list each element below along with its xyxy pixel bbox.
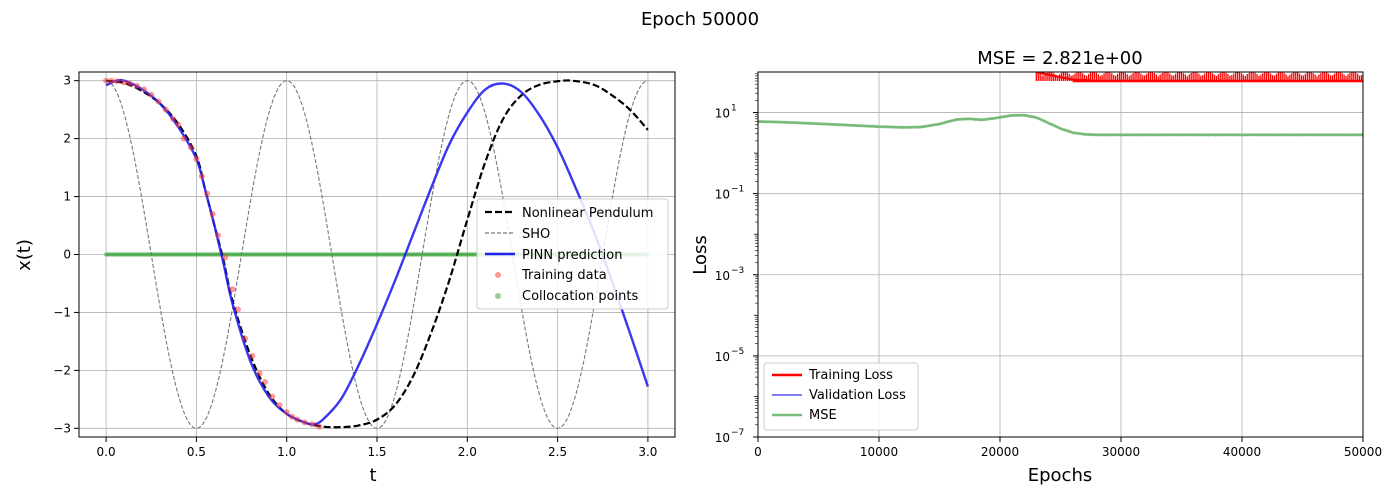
right-ytick-exponent: −5: [731, 347, 744, 357]
left-ytick-label: 0: [63, 248, 71, 262]
right-ytick-exponent: −7: [731, 428, 744, 438]
left-xtick-label: 2.0: [458, 445, 477, 459]
training-data-point: [113, 78, 120, 85]
left-ytick-label: −2: [53, 363, 71, 377]
right-legend: Training Loss Validation Loss MSE: [763, 362, 919, 431]
right-ytick-label: 10: [715, 431, 730, 445]
series-sho: [106, 80, 648, 429]
training-data-point: [162, 106, 169, 113]
figure-suptitle: Epoch 50000: [641, 9, 759, 30]
training-data-point: [269, 393, 276, 400]
pendulum-plot: 0.0 0.5 1.0 1.5 2.0 2.5 3.0 −3 −2 −1 0 1 2 3 t x(t) N…: [14, 71, 676, 486]
training-data-point: [276, 402, 283, 409]
training-data-point: [103, 77, 110, 84]
left-xtick-label: 3.0: [638, 445, 657, 459]
left-xlabel: t: [369, 465, 376, 486]
training-data-point: [155, 98, 162, 105]
right-ytick-label: 10: [715, 350, 730, 364]
right-xtick-label: 10000: [860, 445, 898, 459]
right-axes-frame: [757, 71, 1364, 438]
right-xtick-label: 40000: [1223, 445, 1261, 459]
left-xtick-label: 0.0: [97, 445, 116, 459]
right-ytick-label: 10: [715, 107, 730, 121]
training-data-point: [249, 352, 256, 359]
left-xtick-label: 1.0: [277, 445, 296, 459]
series-training-loss: [1035, 72, 1363, 83]
legend-training-data: Training data: [521, 268, 607, 283]
training-data-point: [180, 135, 187, 142]
training-data-point: [126, 80, 133, 87]
right-title: MSE = 2.821e+00: [977, 48, 1142, 69]
left-ticks: 0.0 0.5 1.0 1.5 2.0 2.5 3.0 −3 −2 −1 0 1 2 3: [53, 74, 657, 459]
right-ytick-exponent: 1: [731, 104, 737, 114]
loss-plot: MSE = 2.821e+00 0 10000 20000 30000 40000 500…: [690, 48, 1382, 486]
training-data-points: [103, 77, 323, 430]
legend-collocation-points: Collocation points: [522, 289, 639, 304]
series-mse: [758, 113, 1363, 137]
left-ytick-label: 1: [63, 190, 71, 204]
left-ylabel: x(t): [14, 239, 35, 271]
left-xtick-label: 0.5: [187, 445, 206, 459]
training-data-point: [215, 232, 222, 239]
legend-pinn-prediction: PINN prediction: [522, 248, 622, 263]
right-xtick-label: 30000: [1102, 445, 1140, 459]
right-ylabel: Loss: [690, 235, 711, 274]
legend-training-loss: Training Loss: [808, 368, 893, 383]
training-data-point: [308, 421, 315, 428]
training-data-point: [316, 423, 323, 430]
training-data-point: [169, 115, 176, 122]
left-ytick-label: 3: [63, 74, 71, 88]
legend-sho: SHO: [522, 227, 550, 242]
training-data-point: [141, 86, 148, 93]
training-data-point: [289, 413, 296, 420]
right-xtick-label: 50000: [1344, 445, 1382, 459]
left-ytick-label: 2: [63, 132, 71, 146]
right-series: [758, 72, 1363, 137]
training-data-point: [301, 419, 308, 426]
training-data-point: [222, 254, 229, 261]
training-data-point: [283, 409, 290, 416]
right-xlabel: Epochs: [1028, 465, 1093, 486]
right-xtick-label: 0: [754, 445, 762, 459]
right-ytick-label: 10: [715, 269, 730, 283]
right-ticks: 0 10000 20000 30000 40000 5000010−710−510−310…: [715, 73, 1382, 459]
training-data-point: [108, 77, 115, 84]
training-data-point: [262, 378, 269, 385]
training-data-point: [175, 121, 182, 128]
training-data-point: [121, 79, 128, 86]
legend-mse: MSE: [809, 408, 837, 423]
left-xtick-label: 2.5: [548, 445, 567, 459]
training-data-point: [234, 306, 241, 313]
right-ytick-exponent: −3: [731, 266, 744, 276]
right-ytick-exponent: −1: [731, 185, 744, 195]
right-grid: [757, 72, 1364, 438]
left-ytick-label: −3: [53, 421, 71, 435]
right-ytick-label: 10: [715, 188, 730, 202]
training-data-point: [294, 416, 301, 423]
left-legend: Nonlinear Pendulum SHO PINN prediction T…: [476, 198, 669, 310]
training-data-point: [193, 155, 200, 162]
legend-validation-loss: Validation Loss: [809, 388, 906, 403]
training-data-point: [204, 190, 211, 197]
training-loss-band: [1035, 72, 1363, 81]
training-data-point: [242, 335, 249, 342]
training-data-point: [133, 82, 140, 89]
right-xtick-label: 20000: [981, 445, 1019, 459]
training-data-point: [198, 173, 205, 180]
left-xtick-label: 1.5: [367, 445, 386, 459]
training-data-point: [256, 370, 263, 377]
training-data-point: [148, 91, 155, 98]
training-data-point: [187, 144, 194, 151]
left-ytick-label: −1: [53, 305, 71, 319]
legend-nonlinear-pendulum: Nonlinear Pendulum: [522, 206, 653, 221]
training-data-point: [229, 286, 236, 293]
training-data-point: [209, 210, 216, 217]
